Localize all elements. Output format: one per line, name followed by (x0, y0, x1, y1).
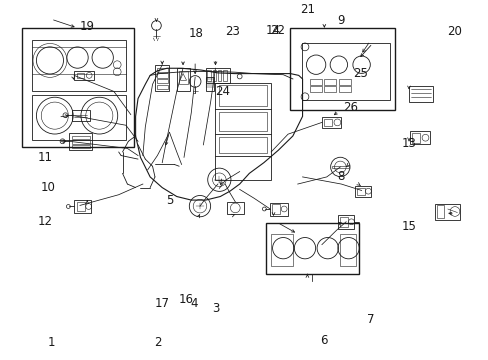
Bar (339, 234, 355, 266)
Text: 26: 26 (343, 101, 358, 114)
Text: 15: 15 (401, 220, 416, 233)
Text: 3: 3 (211, 302, 219, 315)
Bar (77, 202, 84, 211)
Text: 23: 23 (224, 25, 239, 38)
Bar (266, 222, 359, 274)
Bar (72, 140, 89, 144)
Text: 5: 5 (165, 194, 173, 207)
Text: 9: 9 (337, 14, 345, 27)
Bar (219, 112, 267, 131)
Bar (408, 86, 432, 102)
Bar (212, 70, 216, 81)
Bar (324, 86, 336, 92)
Text: 22: 22 (269, 24, 285, 37)
Bar (219, 137, 267, 153)
Text: 25: 25 (352, 67, 367, 80)
Bar (205, 77, 214, 91)
Text: 19: 19 (80, 20, 95, 33)
Text: 21: 21 (299, 3, 314, 16)
Bar (356, 188, 364, 195)
Bar (321, 117, 341, 128)
Bar (301, 43, 389, 100)
Bar (72, 136, 89, 139)
Bar (74, 71, 93, 80)
Bar (72, 145, 89, 148)
Text: 17: 17 (154, 297, 169, 310)
Text: 2: 2 (153, 336, 161, 349)
Text: 20: 20 (447, 25, 462, 38)
Bar (339, 217, 347, 227)
Text: 7: 7 (366, 313, 373, 326)
Bar (157, 85, 167, 89)
Bar (354, 186, 370, 197)
Bar (74, 200, 90, 213)
Bar (338, 86, 350, 92)
Bar (289, 28, 395, 110)
Bar (32, 40, 126, 91)
Bar (157, 79, 167, 83)
Bar (309, 79, 321, 85)
Bar (207, 70, 210, 81)
Text: 4: 4 (189, 297, 197, 310)
Bar (77, 72, 83, 78)
Bar (271, 204, 280, 214)
Bar (215, 82, 270, 180)
Bar (324, 79, 336, 85)
Text: 10: 10 (41, 181, 56, 194)
Bar (22, 28, 134, 147)
Text: 14: 14 (265, 24, 281, 37)
Bar (270, 234, 292, 266)
Bar (434, 204, 459, 220)
Text: 8: 8 (337, 170, 344, 183)
Bar (157, 73, 167, 77)
Bar (178, 71, 187, 84)
Bar (331, 166, 348, 168)
Bar (219, 85, 267, 106)
Text: 24: 24 (215, 85, 230, 98)
Bar (226, 202, 244, 214)
Bar (218, 70, 221, 81)
Text: 18: 18 (188, 27, 203, 40)
Text: 16: 16 (179, 293, 194, 306)
Text: 11: 11 (38, 151, 53, 164)
Bar (409, 131, 429, 144)
Bar (205, 68, 229, 82)
Text: 6: 6 (320, 334, 327, 347)
Bar (411, 133, 419, 143)
Bar (157, 68, 167, 72)
Bar (176, 68, 189, 91)
Text: 13: 13 (401, 136, 416, 149)
Bar (323, 119, 331, 126)
Bar (269, 203, 287, 216)
Text: 12: 12 (38, 215, 53, 228)
Bar (72, 110, 89, 121)
Bar (69, 134, 92, 150)
Bar (337, 215, 354, 229)
Bar (155, 65, 169, 91)
Bar (223, 70, 226, 81)
Bar (32, 95, 126, 140)
Text: 1: 1 (47, 336, 55, 349)
Bar (309, 86, 321, 92)
Bar (436, 206, 444, 218)
Bar (338, 79, 350, 85)
